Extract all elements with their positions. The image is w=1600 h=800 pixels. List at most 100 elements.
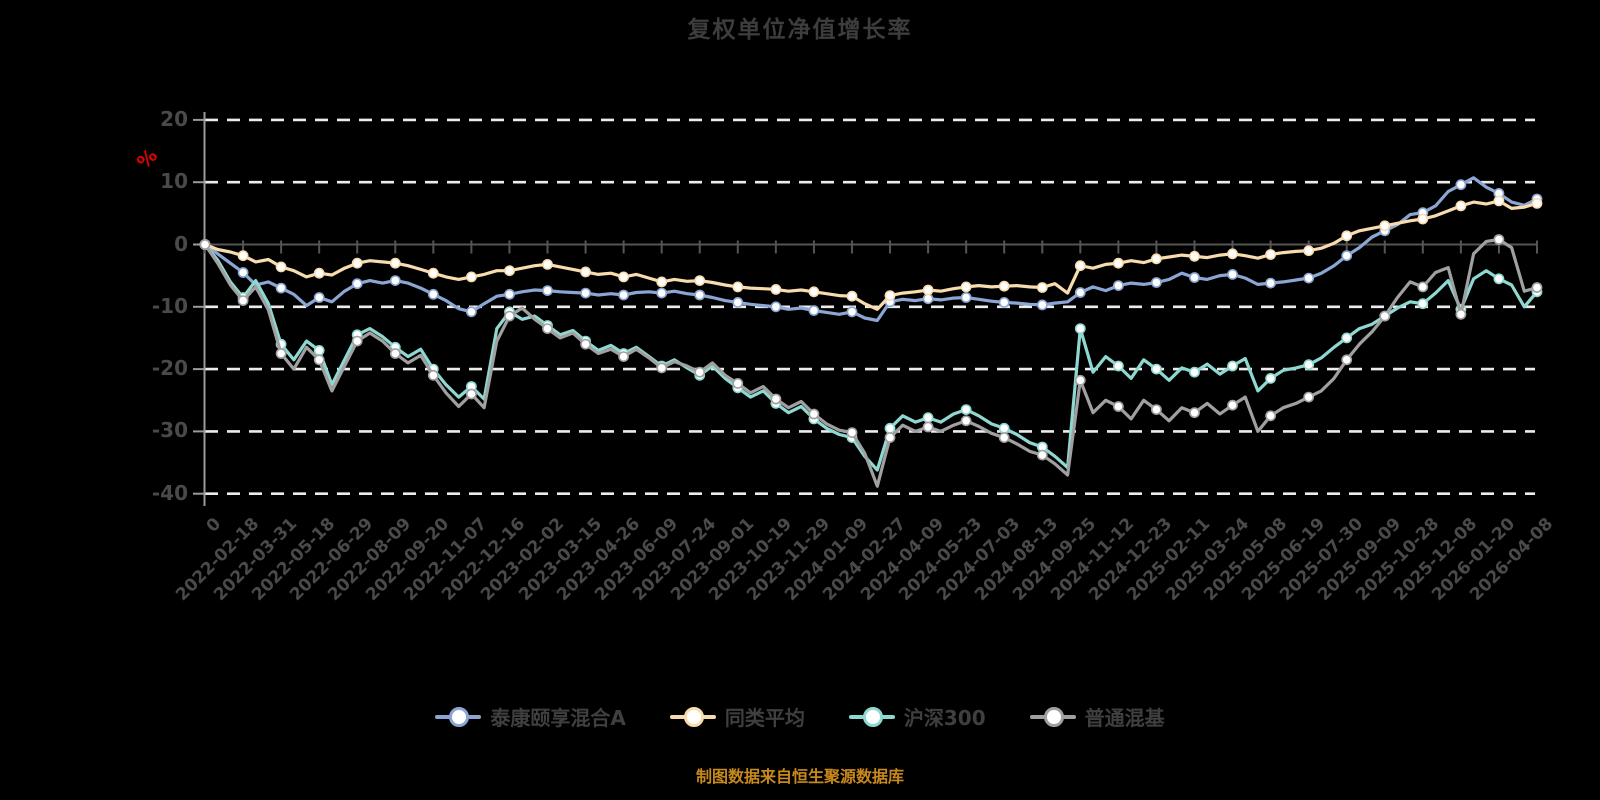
series-marker [1113,280,1124,291]
legend-marker-icon [669,706,716,728]
series-marker [808,305,820,316]
series-marker [275,282,287,294]
series-marker [1227,360,1238,372]
series-marker [656,287,668,299]
legend-item[interactable]: 沪深300 [848,702,986,731]
chart-title: 复权单位净值增长率 [687,17,913,43]
series-marker [1303,391,1315,403]
series-marker [1074,323,1086,334]
series-marker [389,348,401,359]
series-marker [1151,363,1162,375]
series-line [203,242,1539,472]
series-marker [922,293,934,305]
series-marker [313,267,325,279]
series-marker [1074,374,1086,386]
series-marker [884,432,896,443]
series-marker [1493,234,1505,245]
series-marker [1036,282,1048,293]
series-marker [1379,310,1391,322]
series-marker [504,310,515,322]
series-marker [656,276,668,288]
series-marker [1493,273,1505,285]
series-marker [1341,250,1353,262]
series-marker [1151,253,1162,265]
series-line [203,176,1539,323]
series-marker [351,278,363,290]
series-marker [732,377,744,389]
series-marker [998,432,1010,443]
y-tick-label: 20 [160,106,188,131]
series-marker [1227,248,1238,260]
series-marker [808,408,820,420]
legend-item[interactable]: 同类平均 [669,702,805,731]
legend: 泰康颐享混合A 同类平均 沪深300 普通混基 [0,702,1600,731]
series-marker [313,344,325,356]
series-marker [770,393,782,405]
legend-item[interactable]: 泰康颐享混合A [435,702,626,731]
series-marker [1341,230,1353,242]
series-marker [770,283,782,295]
series-marker [884,290,896,301]
series-marker [694,366,706,378]
series-marker [1151,277,1162,288]
series-marker [922,284,934,296]
series-marker [808,286,820,298]
series-marker [1417,281,1429,293]
series-marker [199,239,211,250]
series-line [203,237,1539,488]
series-marker [960,281,972,293]
series-marker [618,351,629,362]
series-marker [389,275,401,286]
series-marker [237,267,249,278]
series-marker [1455,179,1467,191]
series-marker [465,388,477,400]
series-marker [1113,401,1124,412]
series-marker [389,257,401,269]
series-marker [504,265,515,277]
series-marker [351,257,363,269]
series-marker [1189,250,1200,262]
series-marker [960,292,972,303]
series-marker [313,354,325,366]
series-marker [846,427,858,438]
series-marker [922,412,934,424]
series-marker [1493,195,1505,207]
series-marker [694,275,706,286]
series-marker [998,280,1010,292]
series-marker [275,261,287,273]
series-marker [1036,449,1048,461]
series-marker [580,338,591,350]
y-tick-label: -20 [151,356,188,381]
series-marker [1227,399,1238,411]
series-marker [960,415,972,427]
series-marker [732,296,744,308]
series-marker [427,267,439,279]
series-marker [846,306,858,318]
series-marker [846,290,858,302]
series-marker [237,295,249,306]
series-marker [998,422,1010,434]
series-marker [1227,268,1238,280]
series-marker [237,250,249,262]
series-marker [656,362,668,374]
legend-label: 泰康颐享混合A [490,706,626,730]
y-tick-label: -30 [151,418,188,443]
series-marker [504,288,515,300]
series-marker [618,289,629,301]
series-marker [1417,298,1429,310]
series-marker [1341,332,1353,344]
y-tick-label: -10 [151,293,188,318]
legend-marker-icon [1029,706,1076,728]
series-marker [922,421,934,433]
series-marker [1265,372,1276,384]
series-marker [694,289,706,301]
y-tick-label: 10 [160,169,188,194]
series-marker [1303,245,1315,257]
y-tick-label: 0 [174,231,188,256]
series-marker [542,258,553,270]
series-marker [1074,260,1086,272]
legend-item[interactable]: 普通混基 [1029,702,1165,731]
series-marker [618,271,629,283]
